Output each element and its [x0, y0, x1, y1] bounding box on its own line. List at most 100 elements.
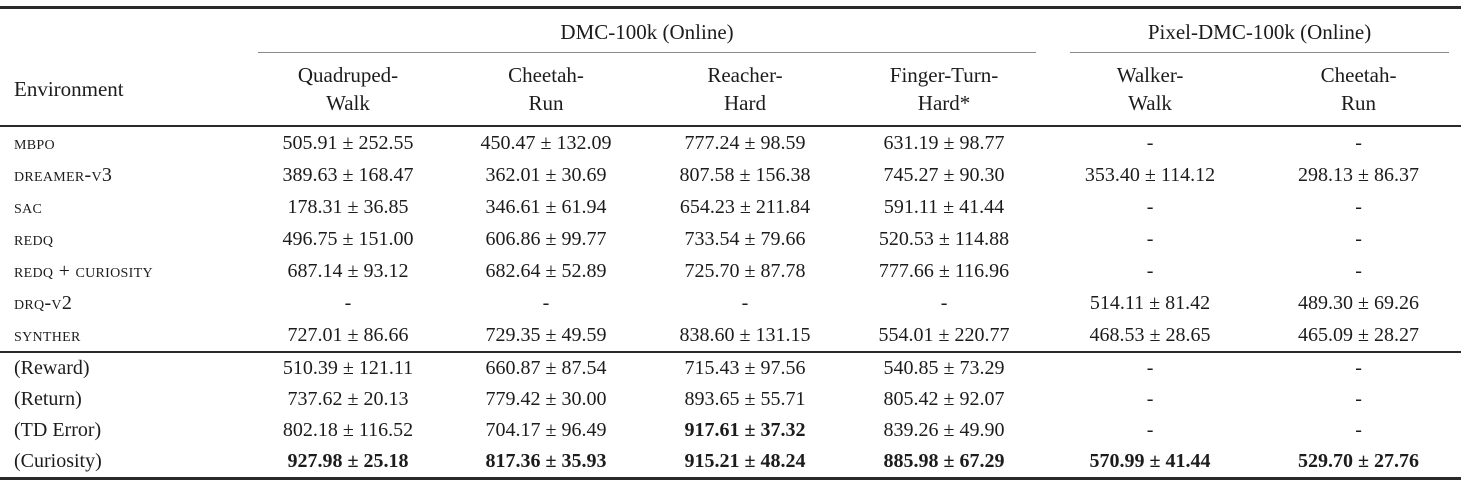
table-row-redq: redq 496.75 ± 151.00 606.86 ± 99.77 733.…	[0, 223, 1461, 255]
cell-value: 514.11 ± 81.42	[1089, 291, 1211, 314]
cell-value: 554.01 ± 220.77	[878, 323, 1010, 346]
cell-value: 298.13 ± 86.37	[1298, 163, 1420, 186]
cell-value: -	[1355, 259, 1362, 282]
group-header-row: DMC-100k (Online) Pixel-DMC-100k (Online…	[0, 8, 1461, 54]
table-row-curiosity: (Curiosity) 927.98 ± 25.18 817.36 ± 35.9…	[0, 446, 1461, 479]
group-header-dmc: DMC-100k (Online)	[250, 8, 1044, 53]
group-header-spacer	[0, 8, 250, 54]
cell-value: 893.65 ± 55.71	[684, 388, 806, 410]
table-row-drq-v2: drq-v2 - - - - 514.11 ± 81.42 489.30 ± 6…	[0, 287, 1461, 319]
cell-value: 682.64 ± 52.89	[485, 259, 607, 282]
table-row-synther: synther 727.01 ± 86.66 729.35 ± 49.59 83…	[0, 319, 1461, 352]
cell-value: 704.17 ± 96.49	[485, 419, 607, 441]
cell-value: 745.27 ± 90.30	[883, 163, 1005, 186]
cell-value: -	[542, 291, 550, 314]
cell-value-best: 927.98 ± 25.18	[287, 450, 409, 472]
cell-value: 346.61 ± 61.94	[485, 195, 607, 218]
row-label: redq + curiosity	[14, 259, 153, 282]
cell-value: 178.31 ± 36.85	[287, 195, 409, 218]
table-row-td-error: (TD Error) 802.18 ± 116.52 704.17 ± 96.4…	[0, 415, 1461, 446]
cell-value: 591.11 ± 41.44	[883, 195, 1005, 218]
cell-value: 737.62 ± 20.13	[287, 388, 409, 410]
group-header-pixel-label: Pixel-DMC-100k (Online)	[1070, 14, 1450, 53]
column-header-cheetah-run-pixel: Cheetah- Run	[1256, 53, 1461, 127]
table-row-reward: (Reward) 510.39 ± 121.11 660.87 ± 87.54 …	[0, 352, 1461, 384]
cell-value: 807.58 ± 156.38	[679, 163, 811, 186]
cell-value-best: 915.21 ± 48.24	[684, 450, 806, 472]
cell-value: 468.53 ± 28.65	[1089, 323, 1211, 346]
row-label: mbpo	[14, 131, 55, 154]
cell-value-best: 529.70 ± 27.76	[1298, 450, 1420, 472]
table-header: DMC-100k (Online) Pixel-DMC-100k (Online…	[0, 8, 1461, 127]
cell-value: -	[1146, 419, 1154, 441]
cell-value: 353.40 ± 114.12	[1084, 163, 1216, 186]
table-row-dreamer-v3: dreamer-v3 389.63 ± 168.47 362.01 ± 30.6…	[0, 159, 1461, 191]
cell-value: -	[1146, 259, 1154, 282]
column-header-finger-turn-hard: Finger-Turn- Hard*	[844, 53, 1045, 127]
cell-value: 654.23 ± 211.84	[679, 195, 811, 218]
cell-value: 725.70 ± 87.78	[684, 259, 806, 282]
cell-value: 779.42 ± 30.00	[485, 388, 607, 410]
ablation-section: (Reward) 510.39 ± 121.11 660.87 ± 87.54 …	[0, 352, 1461, 479]
cell-value: -	[1146, 195, 1154, 218]
cell-value: 777.66 ± 116.96	[878, 259, 1010, 282]
cell-value: 805.42 ± 92.07	[883, 388, 1005, 410]
cell-value: 733.54 ± 79.66	[684, 227, 806, 250]
row-label: sac	[14, 195, 43, 218]
table-row-mbpo: mbpo 505.91 ± 252.55 450.47 ± 132.09 777…	[0, 126, 1461, 159]
cell-value: 520.53 ± 114.88	[878, 227, 1010, 250]
cell-value-best: 885.98 ± 67.29	[883, 450, 1005, 472]
cell-value: -	[1355, 131, 1362, 154]
cell-value: 687.14 ± 93.12	[287, 259, 409, 282]
table-row-redq-curiosity: redq + curiosity 687.14 ± 93.12 682.64 ±…	[0, 255, 1461, 287]
results-table: DMC-100k (Online) Pixel-DMC-100k (Online…	[0, 6, 1461, 480]
row-label: (Reward)	[14, 357, 90, 379]
cell-value: -	[344, 291, 352, 314]
cell-value: 362.01 ± 30.69	[485, 163, 607, 186]
cell-value: -	[1146, 131, 1154, 154]
cell-value: 496.75 ± 151.00	[282, 227, 414, 250]
row-label: dreamer-v3	[14, 163, 113, 186]
cell-value: 839.26 ± 49.90	[883, 419, 1005, 441]
cell-value: -	[741, 291, 749, 314]
cell-value: 450.47 ± 132.09	[480, 131, 612, 154]
cell-value: 715.43 ± 97.56	[684, 357, 806, 379]
cell-value: -	[1355, 195, 1362, 218]
algorithms-section: mbpo 505.91 ± 252.55 450.47 ± 132.09 777…	[0, 126, 1461, 352]
cell-value-best: 570.99 ± 41.44	[1089, 450, 1211, 472]
cell-value: -	[1355, 419, 1362, 441]
group-header-dmc-label: DMC-100k (Online)	[258, 14, 1037, 53]
cell-value: 540.85 ± 73.29	[883, 357, 1005, 379]
table-row-return: (Return) 737.62 ± 20.13 779.42 ± 30.00 8…	[0, 384, 1461, 415]
cell-value: -	[1355, 388, 1362, 410]
cell-value: 505.91 ± 252.55	[282, 131, 414, 154]
column-header-environment: Environment	[0, 53, 250, 127]
row-label: synther	[14, 323, 81, 346]
cell-value: -	[1146, 357, 1154, 379]
cell-value: 660.87 ± 87.54	[485, 357, 607, 379]
cell-value: 777.24 ± 98.59	[684, 131, 806, 154]
cell-value: 489.30 ± 69.26	[1298, 291, 1420, 314]
cell-value: 606.86 ± 99.77	[485, 227, 607, 250]
column-header-quadruped-walk: Quadruped- Walk	[250, 53, 446, 127]
cell-value: 729.35 ± 49.59	[485, 323, 607, 346]
table-row-sac: sac 178.31 ± 36.85 346.61 ± 61.94 654.23…	[0, 191, 1461, 223]
cell-value: 631.19 ± 98.77	[883, 131, 1005, 154]
cell-value: 465.09 ± 28.27	[1298, 323, 1420, 346]
cell-value: 727.01 ± 86.66	[287, 323, 409, 346]
column-header-cheetah-run: Cheetah- Run	[446, 53, 646, 127]
row-label: drq-v2	[14, 291, 73, 314]
cell-value: -	[1355, 357, 1362, 379]
cell-value: -	[940, 291, 948, 314]
row-label: (Curiosity)	[14, 450, 102, 472]
column-header-row: Environment Quadruped- Walk Cheetah- Run…	[0, 53, 1461, 127]
cell-value: -	[1146, 388, 1154, 410]
cell-value: 802.18 ± 116.52	[282, 419, 414, 441]
group-header-pixel: Pixel-DMC-100k (Online)	[1044, 8, 1461, 53]
row-label: redq	[14, 227, 54, 250]
cell-value: -	[1146, 227, 1154, 250]
column-header-reacher-hard: Reacher- Hard	[646, 53, 844, 127]
column-header-walker-walk: Walker- Walk	[1044, 53, 1257, 127]
cell-value-best: 917.61 ± 37.32	[684, 419, 806, 441]
cell-value-best: 817.36 ± 35.93	[485, 450, 607, 472]
